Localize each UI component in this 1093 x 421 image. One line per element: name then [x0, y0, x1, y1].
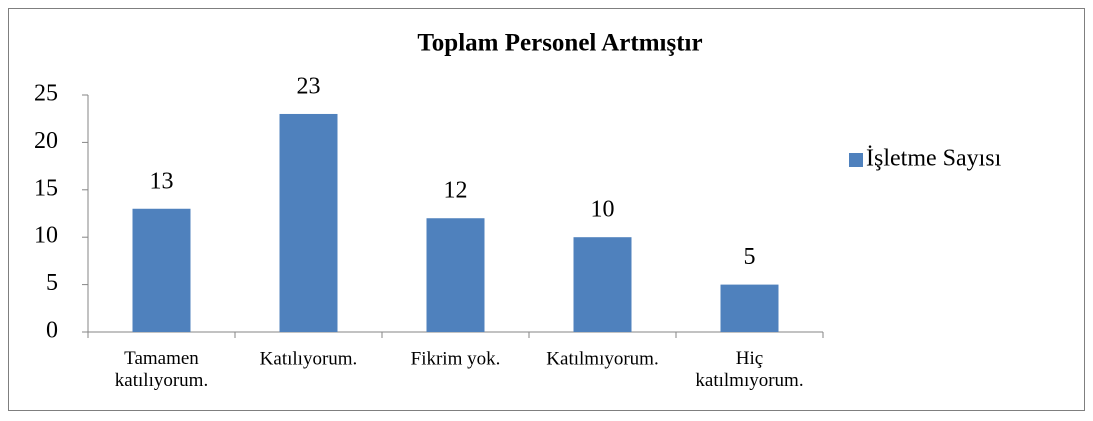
data-label: 5	[744, 244, 756, 270]
x-tick-label: Tamamen katılıyorum.	[115, 348, 208, 391]
y-tick-label: 25	[34, 81, 58, 107]
chart-title: Toplam Personel Artmıştır	[417, 30, 702, 57]
x-tick-label: Katılmıyorum.	[546, 348, 658, 369]
y-tick-label: 15	[34, 175, 58, 201]
bar	[132, 208, 191, 332]
y-tick-label: 10	[34, 223, 58, 249]
y-tick-label: 0	[46, 318, 58, 344]
bar	[279, 113, 338, 333]
data-label: 12	[444, 178, 468, 204]
y-tick-label: 5	[46, 270, 58, 296]
bar	[426, 218, 485, 332]
legend-label: İşletme Sayısı	[866, 146, 1002, 172]
data-label: 23	[297, 73, 321, 99]
x-tick-label: Hiç katılmıyorum.	[695, 348, 803, 391]
y-tick-label: 20	[34, 128, 58, 154]
data-label: 10	[591, 197, 615, 223]
x-tick-label: Katılıyorum.	[260, 348, 358, 369]
bar	[573, 237, 632, 332]
data-label: 13	[150, 168, 174, 194]
bar	[720, 284, 779, 332]
x-tick-label: Fikrim yok.	[411, 348, 501, 369]
legend-swatch	[849, 153, 863, 167]
